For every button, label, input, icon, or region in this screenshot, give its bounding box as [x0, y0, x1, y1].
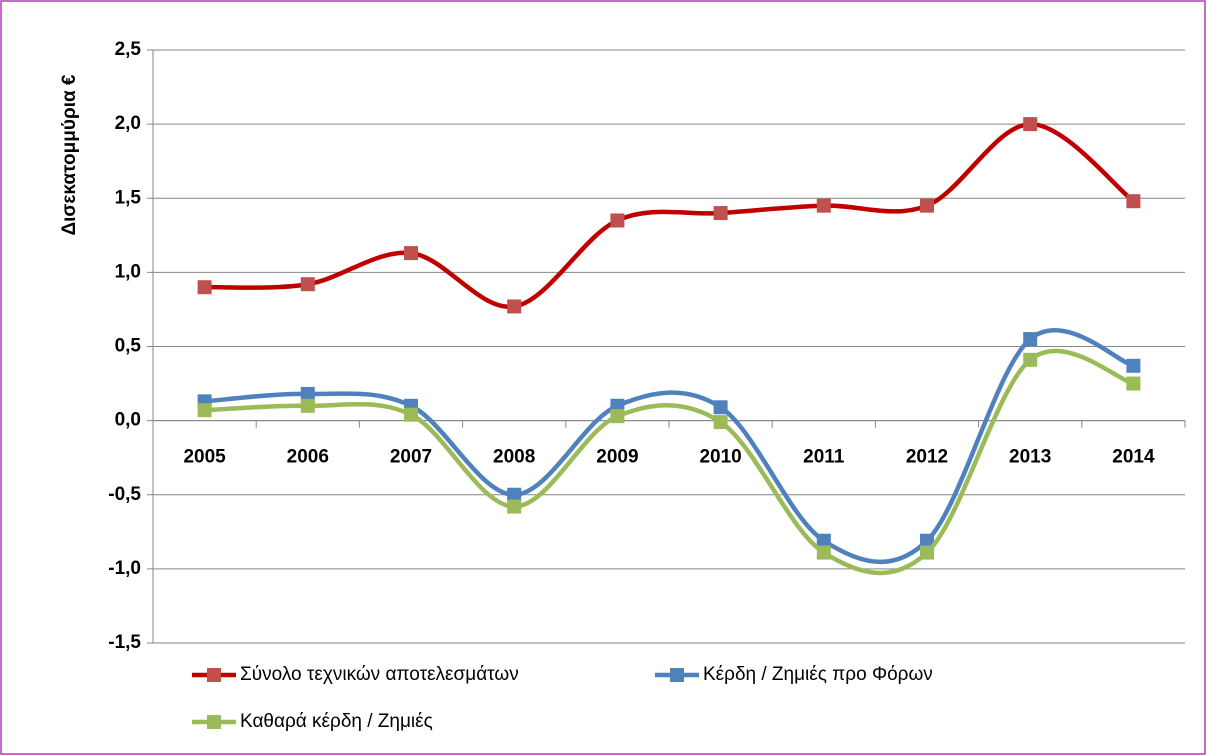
- x-tick-label: 2005: [183, 447, 226, 468]
- legend-marker: [670, 668, 684, 682]
- legend-marker: [207, 668, 221, 682]
- point-marker: [507, 487, 522, 502]
- point-marker: [816, 545, 831, 560]
- y-tick-label: 0,0: [115, 410, 141, 431]
- x-tick-label: 2010: [699, 447, 741, 468]
- x-tick-label: 2012: [906, 447, 948, 468]
- series-line: [204, 348, 1135, 576]
- point-marker: [404, 407, 418, 422]
- point-marker: [300, 398, 315, 413]
- y-tick-label: 2,5: [115, 39, 142, 60]
- x-tick-label: 2011: [803, 447, 845, 468]
- point-marker: [1126, 358, 1141, 373]
- legend-label: Καθαρά κέρδη / Ζημιές: [240, 711, 433, 732]
- point-marker: [816, 198, 831, 213]
- legend-label: Σύνολο τεχνικών αποτελεσμάτων: [240, 664, 519, 685]
- point-marker: [1023, 332, 1038, 347]
- point-marker: [300, 277, 315, 292]
- point-marker: [610, 409, 625, 424]
- x-tick-label: 2014: [1112, 447, 1155, 468]
- point-marker: [1023, 117, 1038, 132]
- y-tick-label: 2,0: [115, 113, 141, 134]
- x-tick-label: 2007: [390, 447, 432, 468]
- point-marker: [713, 206, 728, 221]
- point-marker: [713, 415, 728, 430]
- point-marker: [920, 533, 934, 548]
- series-line: [204, 121, 1135, 309]
- point-marker: [1126, 376, 1141, 391]
- point-marker: [920, 198, 934, 213]
- y-tick-label: 0,5: [115, 336, 142, 357]
- legend-label: Κέρδη / Ζημιές προ Φόρων: [703, 664, 933, 685]
- series-line: [204, 328, 1135, 565]
- legend-marker: [207, 715, 221, 729]
- y-tick-label: -1,5: [108, 632, 141, 653]
- point-marker: [507, 499, 522, 514]
- x-tick-label: 2009: [596, 447, 638, 468]
- y-tick-label: -1,0: [108, 558, 141, 579]
- x-tick-label: 2008: [493, 447, 535, 468]
- point-marker: [610, 213, 625, 228]
- point-marker: [404, 246, 418, 261]
- point-marker: [920, 545, 934, 560]
- point-marker: [197, 280, 212, 295]
- y-axis-title: Δισεκατομμύρια €: [59, 74, 80, 235]
- point-marker: [300, 386, 315, 401]
- y-tick-label: 1,5: [115, 187, 142, 208]
- x-tick-label: 2006: [287, 447, 329, 468]
- y-tick-label: 1,0: [115, 261, 141, 282]
- y-tick-label: -0,5: [108, 484, 141, 505]
- point-marker: [507, 299, 522, 314]
- point-marker: [816, 533, 831, 548]
- point-marker: [1126, 194, 1141, 209]
- point-marker: [1023, 352, 1038, 367]
- point-marker: [197, 403, 212, 418]
- point-marker: [713, 400, 728, 415]
- x-tick-label: 2013: [1009, 447, 1051, 468]
